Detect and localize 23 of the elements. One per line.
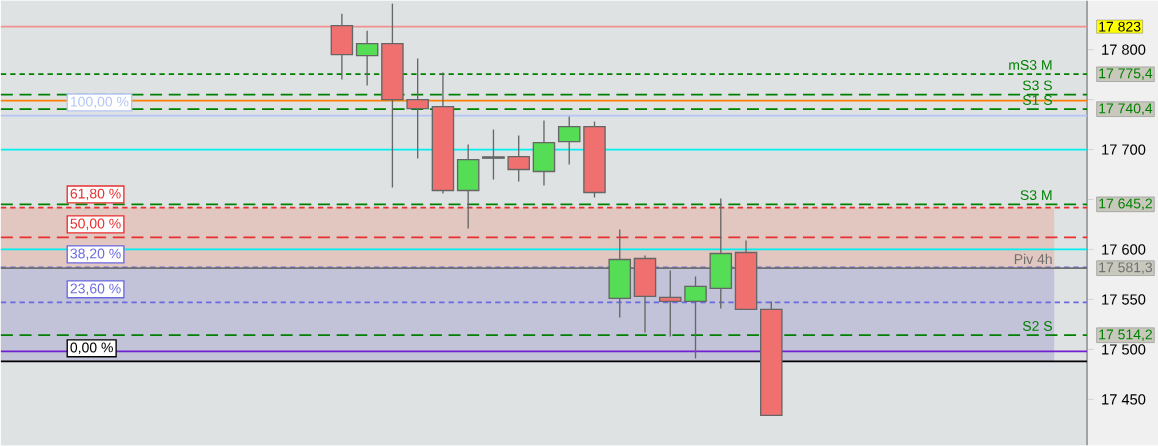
y-tick-label: 17 550	[1102, 294, 1146, 305]
y-tick-label: 17 600	[1102, 244, 1146, 255]
ref-line-label: mS3 M	[1009, 60, 1052, 70]
y-tick-label: 17 800	[1102, 44, 1146, 55]
annotation: 38,20 %	[70, 248, 121, 261]
text: 17 740,4	[1099, 103, 1153, 115]
y-tick-label: 17 700	[1102, 144, 1146, 155]
annotation: 100,00 %	[70, 96, 129, 109]
annotation: 61,80 %	[70, 188, 121, 201]
ref-line-label: S3 M	[1020, 190, 1052, 201]
text: 17 645,2	[1099, 198, 1152, 211]
text: 17 581,3	[1099, 262, 1153, 274]
annotation: 50,00 %	[70, 218, 121, 231]
annotation: 0,00 %	[70, 342, 113, 355]
annotation: 23,60 %	[70, 283, 121, 296]
y-tick-label: 17 500	[1102, 344, 1146, 355]
text: 17 823	[1099, 21, 1141, 32]
ref-line-label: Piv 4h	[1014, 253, 1052, 264]
ref-line-label: S2 S	[1022, 321, 1052, 331]
text: 17 775,4	[1099, 68, 1153, 80]
y-tick-label: 17 450	[1102, 394, 1146, 405]
text: 17 514,2	[1099, 329, 1152, 341]
ref-line-label: S3 S	[1022, 80, 1052, 91]
